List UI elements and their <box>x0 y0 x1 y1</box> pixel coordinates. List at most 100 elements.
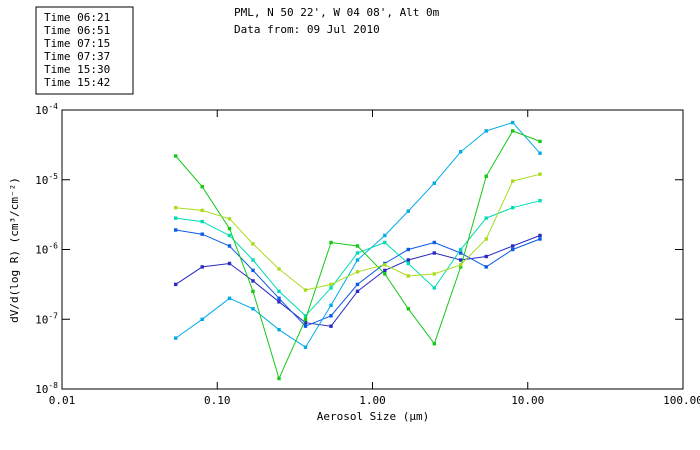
data-point-marker <box>303 314 308 318</box>
data-point-marker <box>303 288 308 292</box>
data-point-marker <box>383 233 387 238</box>
data-point-marker <box>511 120 515 125</box>
data-point-marker <box>538 237 542 241</box>
data-point-marker <box>484 216 488 220</box>
data-point-marker <box>251 289 255 293</box>
data-point-marker <box>227 233 232 238</box>
data-point-marker <box>200 208 204 213</box>
legend-item: Time 15:30 <box>44 63 110 76</box>
data-point-marker <box>406 307 410 311</box>
x-tick-label: 0.10 <box>204 394 231 407</box>
data-point-marker <box>329 286 333 290</box>
data-point-marker <box>459 150 463 154</box>
legend-item: Time 06:51 <box>44 24 110 37</box>
data-point-marker <box>383 240 387 245</box>
y-tick-label: 10-7 <box>35 311 58 326</box>
data-point-marker <box>329 282 333 287</box>
data-point-marker <box>511 179 515 183</box>
data-point-marker <box>355 251 360 255</box>
plot-area <box>61 109 684 390</box>
data-point-marker <box>277 376 281 381</box>
legend-item: Time 06:21 <box>44 11 110 24</box>
data-point-marker <box>277 289 281 293</box>
data-point-marker <box>459 258 463 262</box>
series-time-07-15 <box>174 120 542 349</box>
data-point-marker <box>174 154 178 158</box>
data-point-marker <box>227 244 232 248</box>
data-point-marker <box>251 258 255 262</box>
data-point-marker <box>277 328 281 332</box>
data-point-marker <box>277 296 281 300</box>
data-point-marker <box>538 139 542 144</box>
data-point-marker <box>538 151 542 155</box>
y-tick-labels: 10-4 10-5 10-6 10-7 10-8 <box>35 102 58 396</box>
data-point-marker <box>511 129 515 133</box>
chart-subtitle: Data from: 09 Jul 2010 <box>234 23 380 36</box>
data-point-marker <box>174 336 178 340</box>
data-point-marker <box>329 240 333 245</box>
data-point-marker <box>355 289 360 293</box>
data-point-marker <box>432 181 436 185</box>
data-point-marker <box>227 226 232 231</box>
data-point-marker <box>355 244 360 248</box>
data-point-marker <box>355 270 360 274</box>
series-line <box>175 235 541 327</box>
data-point-marker <box>484 129 488 133</box>
x-tick-label: 1.00 <box>359 394 386 407</box>
data-point-marker <box>251 279 255 283</box>
data-point-marker <box>484 174 488 178</box>
data-point-marker <box>174 228 178 232</box>
data-point-marker <box>200 219 204 224</box>
y-tick-label: 10-6 <box>35 242 58 257</box>
data-point-marker <box>511 206 515 210</box>
legend-item: Time 07:15 <box>44 37 110 50</box>
y-tick-label: 10-8 <box>35 381 58 396</box>
data-point-marker <box>329 324 333 328</box>
legend-item: Time 07:37 <box>44 50 110 63</box>
series-time-06-21 <box>174 233 542 328</box>
data-point-marker <box>432 240 436 245</box>
x-tick-label: 10.00 <box>511 394 544 407</box>
series-time-15-42 <box>174 172 542 292</box>
data-point-marker <box>511 244 515 248</box>
y-axis-title: dV/d(log R) (cm³/cm⁻²) <box>8 177 21 323</box>
data-point-marker <box>200 232 204 236</box>
data-point-marker <box>406 261 410 266</box>
data-point-marker <box>329 303 333 307</box>
data-point-marker <box>200 265 204 269</box>
x-tick-label: 0.01 <box>49 394 76 407</box>
data-point-marker <box>251 268 255 273</box>
x-axis-title: Aerosol Size (μm) <box>317 410 430 423</box>
data-point-marker <box>200 185 204 189</box>
data-point-marker <box>383 272 387 276</box>
data-point-marker <box>432 286 436 290</box>
data-point-marker <box>174 216 178 220</box>
chart-title: PML, N 50 22', W 04 08', Alt 0m <box>234 6 440 19</box>
data-point-marker <box>277 300 281 304</box>
data-point-marker <box>303 324 308 328</box>
data-point-marker <box>406 274 410 278</box>
series-time-15-30 <box>174 129 542 381</box>
data-point-marker <box>383 263 387 267</box>
y-tick-label: 10-4 <box>35 102 58 117</box>
data-point-marker <box>406 247 410 252</box>
y-tick-label: 10-5 <box>35 172 58 187</box>
data-point-marker <box>484 237 488 241</box>
data-point-marker <box>406 209 410 213</box>
data-point-marker <box>432 272 436 276</box>
data-point-marker <box>251 242 255 246</box>
data-point-marker <box>227 217 232 221</box>
data-point-marker <box>303 317 308 321</box>
x-tick-label: 100.00 <box>663 394 700 407</box>
data-point-marker <box>511 247 515 252</box>
series-time-07-37 <box>174 199 542 318</box>
data-point-marker <box>406 258 410 262</box>
data-point-marker <box>200 317 204 321</box>
data-point-marker <box>538 233 542 238</box>
data-point-marker <box>329 314 333 318</box>
data-point-marker <box>355 282 360 287</box>
data-point-marker <box>227 296 232 300</box>
